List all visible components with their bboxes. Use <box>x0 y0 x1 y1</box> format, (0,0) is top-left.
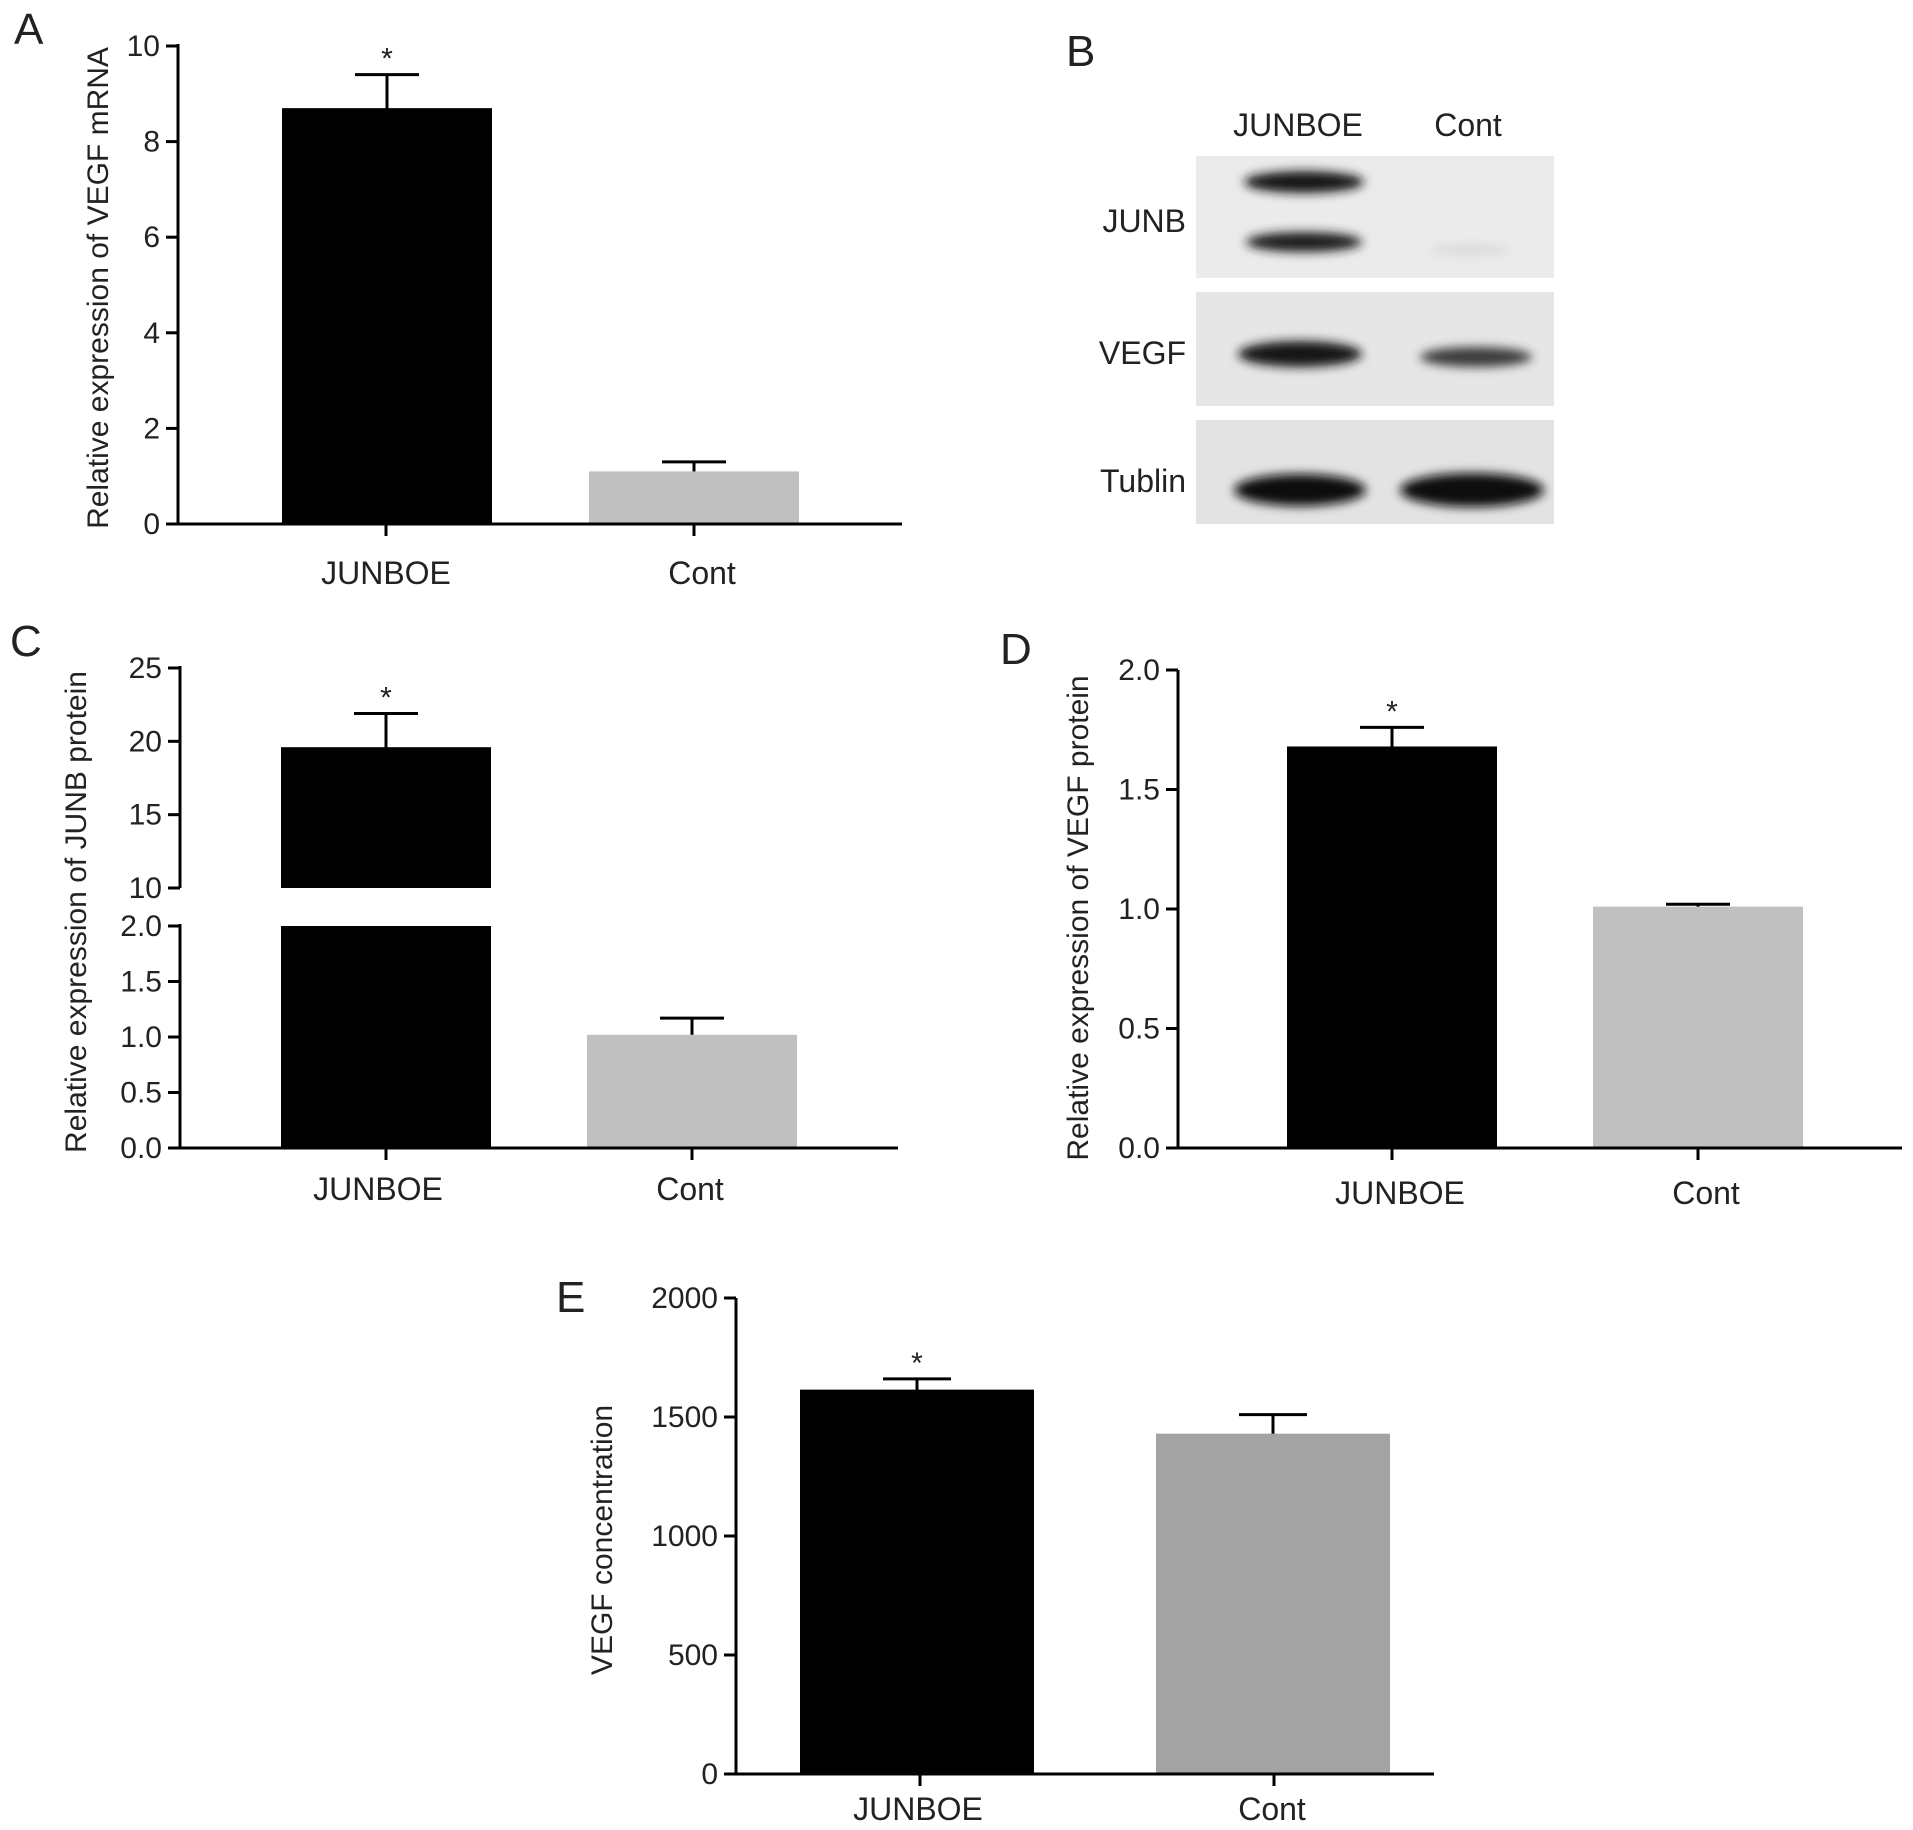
panel-letter-b: B <box>1066 27 1095 76</box>
panel-d-y-ticks: 0.0 0.5 1.0 1.5 2.0 <box>1118 654 1178 1165</box>
panel-letter-c: C <box>10 617 42 666</box>
panel-e-y-tick-label: 500 <box>668 1639 718 1672</box>
panel-b: B JUNBOE Cont JUNB VEGF Tublin <box>1066 27 1554 524</box>
panel-e-bars: * <box>800 1347 1390 1774</box>
panel-a-category-junboe: JUNBOE <box>321 555 451 591</box>
blot-band <box>1430 245 1510 255</box>
panel-c-lower-bar-0 <box>281 926 491 1148</box>
blot-lane-label-cont: Cont <box>1434 107 1502 143</box>
blot-band <box>1238 341 1362 367</box>
panel-d: D Relative expression of VEGF protein 0.… <box>1000 625 1902 1211</box>
panel-letter-e: E <box>556 1273 585 1322</box>
panel-c-bars: * <box>281 681 797 1148</box>
panel-d-bar-1 <box>1593 906 1803 1148</box>
panel-c-lower-y-tick-label: 1.5 <box>120 966 162 999</box>
panel-c-upper-y-tick-label: 15 <box>129 799 162 832</box>
panel-letter-a: A <box>14 5 44 54</box>
blot-strip-vegf <box>1196 292 1554 406</box>
panel-e-significance-0: * <box>911 1347 923 1380</box>
panel-d-y-axis-title: Relative expression of VEGF protein <box>1062 675 1095 1160</box>
blot-row-label-tublin: Tublin <box>1100 463 1186 499</box>
panel-c-upper-y-tick-label: 20 <box>129 725 162 758</box>
panel-d-category-cont: Cont <box>1672 1175 1740 1211</box>
panel-a-y-tick-label: 2 <box>143 412 160 445</box>
panel-d-significance-0: * <box>1386 695 1398 728</box>
panel-c-category-junboe: JUNBOE <box>313 1171 443 1207</box>
panel-c-lower-y-tick-label: 1.0 <box>120 1021 162 1054</box>
panel-e-category-cont: Cont <box>1238 1791 1306 1827</box>
panel-a-category-cont: Cont <box>668 555 736 591</box>
blot-strip-junb <box>1196 156 1554 278</box>
panel-a-bars: * <box>282 43 799 524</box>
panel-e-y-tick-label: 0 <box>701 1758 718 1791</box>
panel-letter-d: D <box>1000 625 1032 674</box>
panel-e-y-tick-label: 1500 <box>651 1401 718 1434</box>
blot-band <box>1246 232 1362 252</box>
blot-band <box>1234 474 1366 506</box>
blot-band <box>1244 171 1364 193</box>
panel-a: A Relative expression of VEGF mRNA 0 2 4 6 8… <box>14 5 902 591</box>
panel-c-lower-bar-1 <box>587 1034 797 1148</box>
panel-a-significance-0: * <box>381 43 393 76</box>
panel-c-upper-bar-0 <box>281 747 491 888</box>
blot-band <box>1400 473 1544 507</box>
panel-a-y-tick-label: 10 <box>127 30 160 63</box>
panel-a-y-axis-title: Relative expression of VEGF mRNA <box>82 47 115 529</box>
blot-row-label-junb: JUNB <box>1102 203 1186 239</box>
panel-d-y-tick-label: 0.5 <box>1118 1013 1160 1046</box>
panel-e-category-junboe: JUNBOE <box>853 1791 983 1827</box>
panel-a-y-ticks: 0 2 4 6 8 10 <box>127 30 178 541</box>
blot-strip-tublin <box>1196 420 1554 524</box>
panel-e-bar-0 <box>800 1389 1034 1774</box>
blot-lane-label-junboe: JUNBOE <box>1233 107 1363 143</box>
panel-e-y-ticks: 0 500 1000 1500 2000 <box>651 1282 736 1791</box>
panel-c-upper-y-tick-label: 25 <box>129 652 162 685</box>
panel-c-y-axis-title: Relative expression of JUNB protein <box>60 671 93 1153</box>
panel-d-category-junboe: JUNBOE <box>1335 1175 1465 1211</box>
panel-d-y-tick-label: 1.5 <box>1118 774 1160 807</box>
blot-band <box>1420 347 1532 367</box>
panel-d-bars: * <box>1287 695 1803 1148</box>
panel-e-y-tick-label: 2000 <box>651 1282 718 1315</box>
panel-e-y-axis-title: VEGF concentration <box>586 1405 619 1675</box>
panel-e-bar-1 <box>1156 1433 1390 1774</box>
panel-d-y-tick-label: 2.0 <box>1118 654 1160 687</box>
panel-d-y-tick-label: 1.0 <box>1118 893 1160 926</box>
panel-c: C Relative expression of JUNB protein 0.… <box>10 617 898 1207</box>
panel-a-bar-0 <box>282 108 492 524</box>
panel-a-bar-1 <box>589 471 799 524</box>
panel-c-upper-y-tick-label: 10 <box>129 872 162 905</box>
panel-c-lower-y-tick-label: 0.0 <box>120 1132 162 1165</box>
panel-a-y-tick-label: 8 <box>143 126 160 159</box>
panel-c-significance-0: * <box>380 681 392 714</box>
blot-row-label-vegf: VEGF <box>1099 335 1186 371</box>
panel-a-y-tick-label: 4 <box>143 317 160 350</box>
panel-a-y-tick-label: 0 <box>143 508 160 541</box>
panel-c-category-cont: Cont <box>656 1171 724 1207</box>
panel-c-lower-y-tick-label: 0.5 <box>120 1077 162 1110</box>
panel-c-y-ticks: 0.0 0.5 1.0 1.5 2.0 10 15 20 25 <box>120 652 180 1165</box>
panel-c-lower-y-tick-label: 2.0 <box>120 910 162 943</box>
panel-a-y-tick-label: 6 <box>143 221 160 254</box>
panel-d-bar-0 <box>1287 746 1497 1148</box>
panel-d-y-tick-label: 0.0 <box>1118 1132 1160 1165</box>
panel-e-y-tick-label: 1000 <box>651 1520 718 1553</box>
